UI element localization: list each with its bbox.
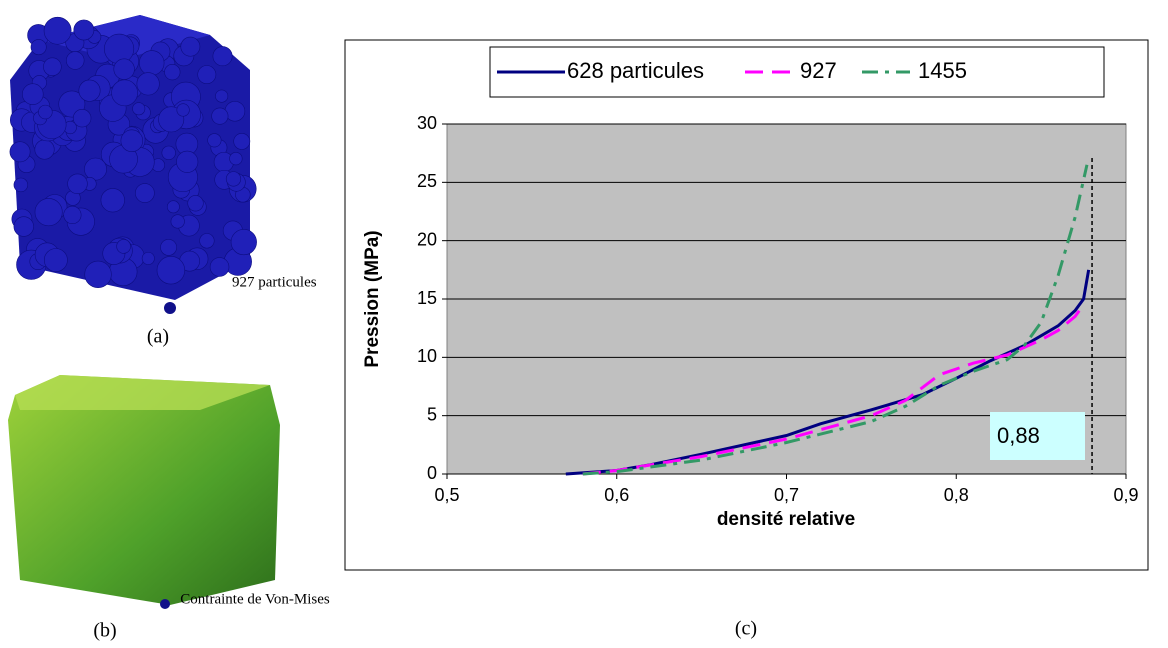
annotation-label: 0,88 bbox=[997, 423, 1040, 448]
sphere bbox=[132, 102, 146, 116]
sphere bbox=[43, 16, 72, 45]
sphere bbox=[199, 233, 215, 249]
sphere bbox=[67, 173, 88, 194]
sphere bbox=[9, 141, 31, 163]
sphere bbox=[170, 214, 185, 229]
y-tick-label: 0 bbox=[427, 463, 437, 483]
sphere bbox=[209, 257, 230, 277]
sphere bbox=[13, 216, 34, 237]
sphere bbox=[135, 183, 155, 203]
sphere bbox=[211, 107, 229, 125]
sphere bbox=[22, 83, 44, 105]
sphere bbox=[215, 89, 229, 103]
sphere bbox=[72, 108, 92, 128]
sphere bbox=[160, 239, 177, 256]
particle-cube bbox=[9, 15, 257, 314]
y-axis-label: Pression (MPa) bbox=[362, 230, 383, 367]
y-tick-label: 20 bbox=[417, 229, 437, 249]
sphere bbox=[176, 150, 199, 173]
sphere bbox=[65, 51, 85, 70]
sphere bbox=[212, 46, 233, 67]
sphere bbox=[13, 177, 29, 193]
sphere bbox=[176, 103, 190, 117]
sphere bbox=[230, 229, 257, 256]
sphere bbox=[84, 157, 107, 181]
y-tick-label: 15 bbox=[417, 288, 437, 308]
x-axis-label: densité relative bbox=[717, 509, 855, 530]
deformed-cube bbox=[8, 375, 280, 609]
sphere bbox=[120, 129, 144, 153]
sphere bbox=[164, 302, 176, 314]
panel-label: (c) bbox=[735, 618, 757, 640]
legend-label: 628 particules bbox=[567, 58, 704, 83]
sphere bbox=[139, 50, 165, 76]
note: Contrainte de Von-Mises bbox=[180, 591, 330, 607]
sphere bbox=[111, 79, 138, 107]
sphere bbox=[43, 57, 62, 77]
sphere bbox=[38, 104, 53, 120]
y-tick-label: 25 bbox=[417, 171, 437, 191]
sphere bbox=[30, 39, 47, 56]
x-tick-label: 0,9 bbox=[1113, 485, 1138, 505]
sphere bbox=[164, 64, 181, 81]
sphere bbox=[225, 171, 242, 187]
sphere bbox=[156, 256, 186, 285]
x-tick-label: 0,7 bbox=[774, 485, 799, 505]
sphere bbox=[161, 145, 176, 160]
y-tick-label: 10 bbox=[417, 346, 437, 366]
y-tick-label: 30 bbox=[417, 113, 437, 133]
legend bbox=[489, 46, 1105, 98]
sphere bbox=[180, 36, 201, 57]
note: 927 particules bbox=[232, 274, 317, 290]
sphere bbox=[113, 58, 135, 80]
sphere bbox=[63, 205, 82, 225]
sphere bbox=[233, 133, 251, 150]
y-tick-label: 5 bbox=[427, 404, 437, 424]
sphere bbox=[197, 65, 217, 84]
panel-label: (a) bbox=[147, 326, 169, 348]
x-tick-label: 0,8 bbox=[944, 485, 969, 505]
sphere bbox=[84, 260, 112, 288]
sphere bbox=[104, 33, 135, 64]
x-tick-label: 0,5 bbox=[434, 485, 459, 505]
annotation-box bbox=[990, 412, 1085, 460]
sphere bbox=[136, 72, 160, 96]
sphere bbox=[34, 198, 63, 227]
sphere bbox=[100, 188, 125, 213]
panel-label: (b) bbox=[93, 620, 116, 642]
sphere bbox=[116, 239, 131, 254]
sphere bbox=[43, 248, 68, 272]
line-series bbox=[582, 303, 1085, 476]
sphere bbox=[229, 151, 243, 166]
sphere bbox=[141, 251, 155, 265]
sphere bbox=[34, 139, 55, 160]
sphere bbox=[187, 195, 204, 212]
sphere bbox=[207, 133, 222, 148]
sphere bbox=[73, 19, 95, 41]
line-series bbox=[582, 164, 1089, 476]
sphere bbox=[78, 79, 101, 102]
legend-label: 927 bbox=[800, 58, 837, 83]
legend-label: 1455 bbox=[918, 58, 967, 83]
x-tick-label: 0,6 bbox=[604, 485, 629, 505]
sphere bbox=[166, 200, 180, 214]
